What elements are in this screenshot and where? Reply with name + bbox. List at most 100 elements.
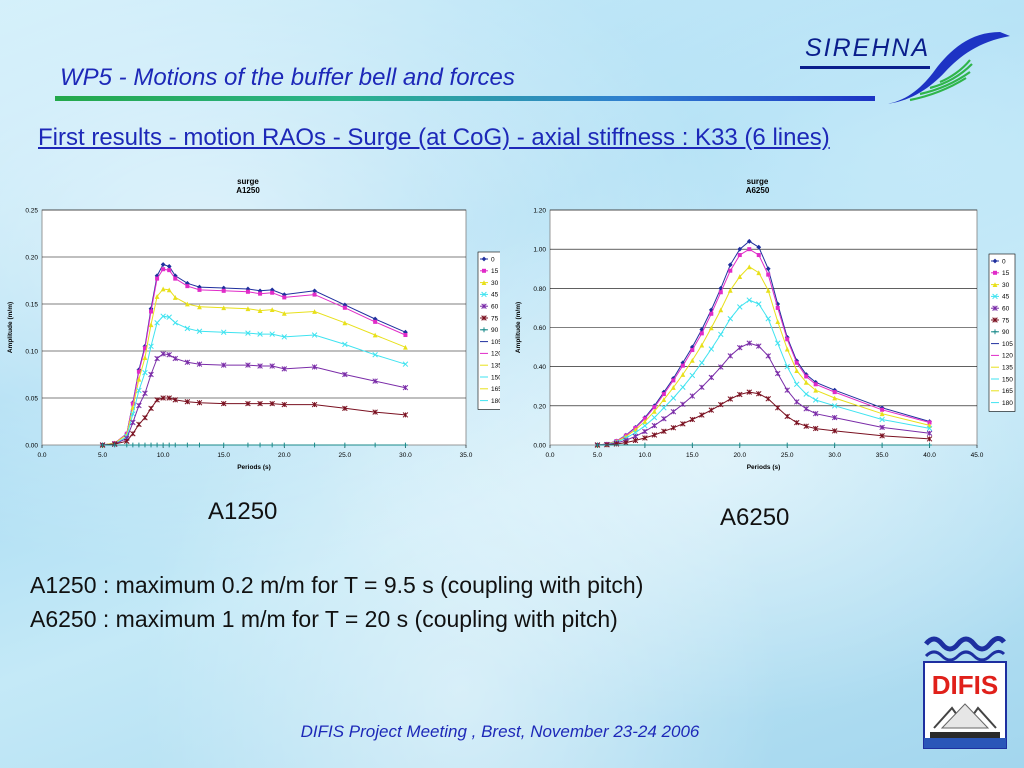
- data-point: [746, 297, 753, 303]
- y-tick-label: 0.60: [533, 325, 546, 332]
- data-point: [689, 372, 696, 379]
- data-point: [756, 253, 761, 258]
- chart-surge-a6250: surgeA62500.000.200.400.600.801.001.200.…: [515, 177, 1016, 471]
- series-30: [100, 286, 408, 448]
- data-point: [136, 442, 142, 448]
- data-point: [142, 355, 148, 360]
- data-point: [112, 442, 118, 448]
- legend-label: 60: [491, 304, 499, 311]
- data-point: [670, 385, 676, 390]
- data-point: [661, 428, 667, 435]
- data-point: [197, 284, 202, 290]
- data-point: [831, 428, 838, 434]
- data-point: [699, 331, 704, 336]
- data-point: [196, 328, 203, 335]
- data-point: [793, 399, 800, 405]
- data-point: [812, 397, 819, 403]
- data-point: [737, 274, 743, 279]
- data-point: [100, 442, 105, 448]
- x-axis-label: Periods (s): [747, 464, 781, 471]
- data-point: [403, 333, 408, 338]
- chart-title: surge: [237, 177, 259, 186]
- data-point: [196, 361, 203, 367]
- data-point: [727, 262, 733, 268]
- data-point: [765, 353, 771, 359]
- data-point: [148, 371, 154, 378]
- data-point: [708, 346, 715, 352]
- data-point: [136, 387, 142, 394]
- legend-marker: [481, 303, 487, 309]
- data-point: [699, 359, 705, 366]
- sirehna-logo-text: SIREHNA: [805, 34, 931, 62]
- data-point: [793, 419, 800, 426]
- data-point: [172, 320, 179, 326]
- data-point: [651, 414, 658, 421]
- data-point: [746, 389, 753, 395]
- data-point: [689, 393, 696, 399]
- data-point: [372, 352, 378, 358]
- data-point: [813, 382, 818, 387]
- data-point: [680, 384, 686, 390]
- data-point: [312, 309, 317, 314]
- y-tick-label: 0.10: [25, 349, 38, 356]
- data-point: [879, 433, 885, 439]
- data-point: [172, 442, 178, 448]
- data-point: [221, 305, 227, 311]
- plot-area: [41, 209, 467, 446]
- data-point: [167, 268, 172, 273]
- data-point: [257, 442, 263, 448]
- legend-marker: [481, 256, 487, 262]
- data-point: [173, 276, 178, 281]
- data-point: [281, 401, 288, 408]
- data-point: [245, 400, 251, 407]
- data-point: [281, 442, 287, 448]
- legend-label: 150: [1002, 376, 1013, 383]
- data-point: [766, 272, 771, 277]
- data-point: [832, 395, 838, 401]
- data-point: [642, 435, 648, 441]
- chart-title: surge: [747, 177, 769, 186]
- data-point: [402, 384, 409, 391]
- data-point: [926, 436, 933, 442]
- x-tick-label: 25.0: [781, 452, 794, 459]
- y-tick-label: 0.00: [25, 443, 38, 450]
- data-point: [661, 397, 667, 402]
- legend-marker: [482, 268, 486, 273]
- data-point: [718, 307, 724, 313]
- data-point: [926, 425, 933, 432]
- legend-label: 180: [1002, 400, 1013, 407]
- data-point: [756, 270, 762, 276]
- data-point: [765, 287, 771, 293]
- data-point: [880, 407, 885, 412]
- data-point: [311, 401, 318, 408]
- legend-marker: [481, 291, 487, 298]
- data-point: [652, 405, 657, 410]
- legend-label: 60: [1002, 306, 1010, 313]
- data-point: [245, 289, 250, 294]
- data-point: [312, 292, 317, 297]
- data-point: [142, 346, 147, 351]
- data-point: [172, 355, 179, 362]
- y-axis-label: Amplitude (m/m): [7, 302, 14, 353]
- x-axis-label: Periods (s): [237, 464, 271, 471]
- data-point: [642, 419, 648, 424]
- data-point: [680, 363, 685, 368]
- data-point: [160, 442, 166, 448]
- data-point: [312, 442, 317, 448]
- data-point: [220, 362, 227, 368]
- data-point: [221, 442, 227, 448]
- data-point: [372, 409, 378, 415]
- data-point: [245, 362, 251, 368]
- data-point: [803, 406, 809, 412]
- data-point: [747, 247, 752, 252]
- data-point: [172, 397, 179, 403]
- legend-marker: [992, 317, 998, 323]
- series-line: [102, 397, 406, 446]
- data-point: [718, 331, 724, 338]
- legend-box: [477, 251, 500, 410]
- data-point: [689, 442, 695, 448]
- difis-logo-icon: DIFIS: [923, 636, 1007, 749]
- legend-label: 180: [491, 398, 500, 405]
- data-point: [184, 442, 190, 448]
